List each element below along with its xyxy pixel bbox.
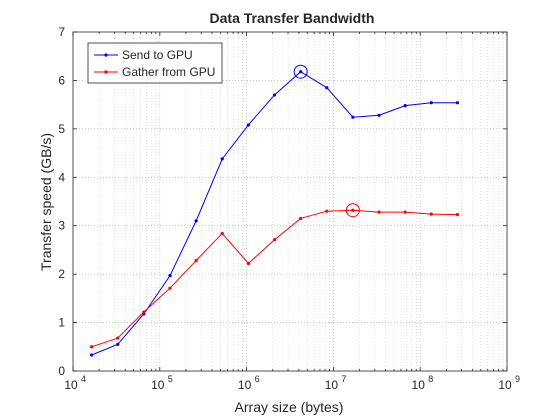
y-tick-label: 4	[58, 170, 65, 184]
data-point-0	[299, 70, 303, 74]
y-tick-label: 5	[58, 122, 65, 136]
peak-marker-0	[293, 64, 308, 79]
legend-box	[87, 42, 223, 84]
data-point-0	[246, 123, 250, 127]
data-point-1	[194, 258, 198, 263]
legend-label-send: Send to GPU	[122, 48, 193, 62]
legend: Send to GPU Gather from GPU	[87, 42, 223, 84]
x-tick-exponent: 8	[428, 374, 433, 384]
y-tick-label: 6	[58, 73, 65, 87]
data-point-1	[90, 345, 94, 349]
data-point-1	[220, 231, 224, 236]
data-point-1	[168, 286, 172, 290]
x-tick-exponent: 9	[515, 374, 520, 384]
x-tick-exponent: 5	[168, 374, 173, 384]
y-tick-label: 2	[58, 267, 65, 281]
data-point-0	[90, 353, 94, 357]
y-axis-label: Transfer speed (GB/s)	[38, 133, 54, 271]
x-tick-exponent: 7	[341, 374, 346, 384]
data-point-1	[351, 208, 355, 212]
data-point-1	[325, 209, 329, 213]
y-tick-label: 7	[58, 25, 65, 39]
x-axis-label: Array size (bytes)	[235, 399, 344, 415]
chart-title: Data Transfer Bandwidth	[210, 10, 375, 26]
x-tick-label: 10	[238, 378, 252, 392]
x-tick-exponent: 4	[81, 374, 86, 384]
data-point-1	[272, 238, 277, 242]
data-point-1	[299, 216, 303, 221]
data-point-0	[194, 219, 198, 223]
data-point-0	[116, 342, 120, 346]
data-point-1	[403, 210, 407, 214]
legend-marker-gather	[104, 70, 108, 74]
legend-marker-send	[104, 53, 108, 57]
x-tick-label: 10	[64, 378, 78, 392]
data-point-1	[377, 210, 381, 214]
data-point-0	[325, 86, 329, 90]
data-point-1	[429, 212, 433, 216]
data-point-1	[142, 310, 146, 314]
data-point-0	[168, 273, 172, 278]
x-tick-label: 10	[325, 378, 339, 392]
series-layer	[90, 64, 460, 357]
data-point-0	[377, 113, 381, 117]
x-tick-label: 10	[498, 378, 512, 392]
data-point-0	[429, 101, 433, 105]
data-point-0	[351, 115, 355, 119]
data-point-1	[455, 212, 460, 217]
grid	[73, 32, 507, 371]
data-point-0	[220, 157, 224, 161]
plot-frame	[72, 31, 508, 372]
data-point-0	[403, 104, 407, 108]
data-point-0	[272, 93, 277, 97]
peak-marker-1	[345, 203, 360, 218]
x-tick-exponent: 6	[255, 374, 260, 384]
y-tick-label: 0	[58, 364, 65, 378]
data-point-0	[455, 101, 460, 105]
x-tick-label: 10	[412, 378, 426, 392]
y-tick-label: 3	[58, 219, 65, 233]
data-point-1	[246, 261, 250, 266]
y-tick-label: 1	[58, 316, 65, 330]
legend-label-gather: Gather from GPU	[122, 65, 215, 79]
x-tick-label: 10	[151, 378, 165, 392]
data-point-1	[116, 336, 120, 340]
